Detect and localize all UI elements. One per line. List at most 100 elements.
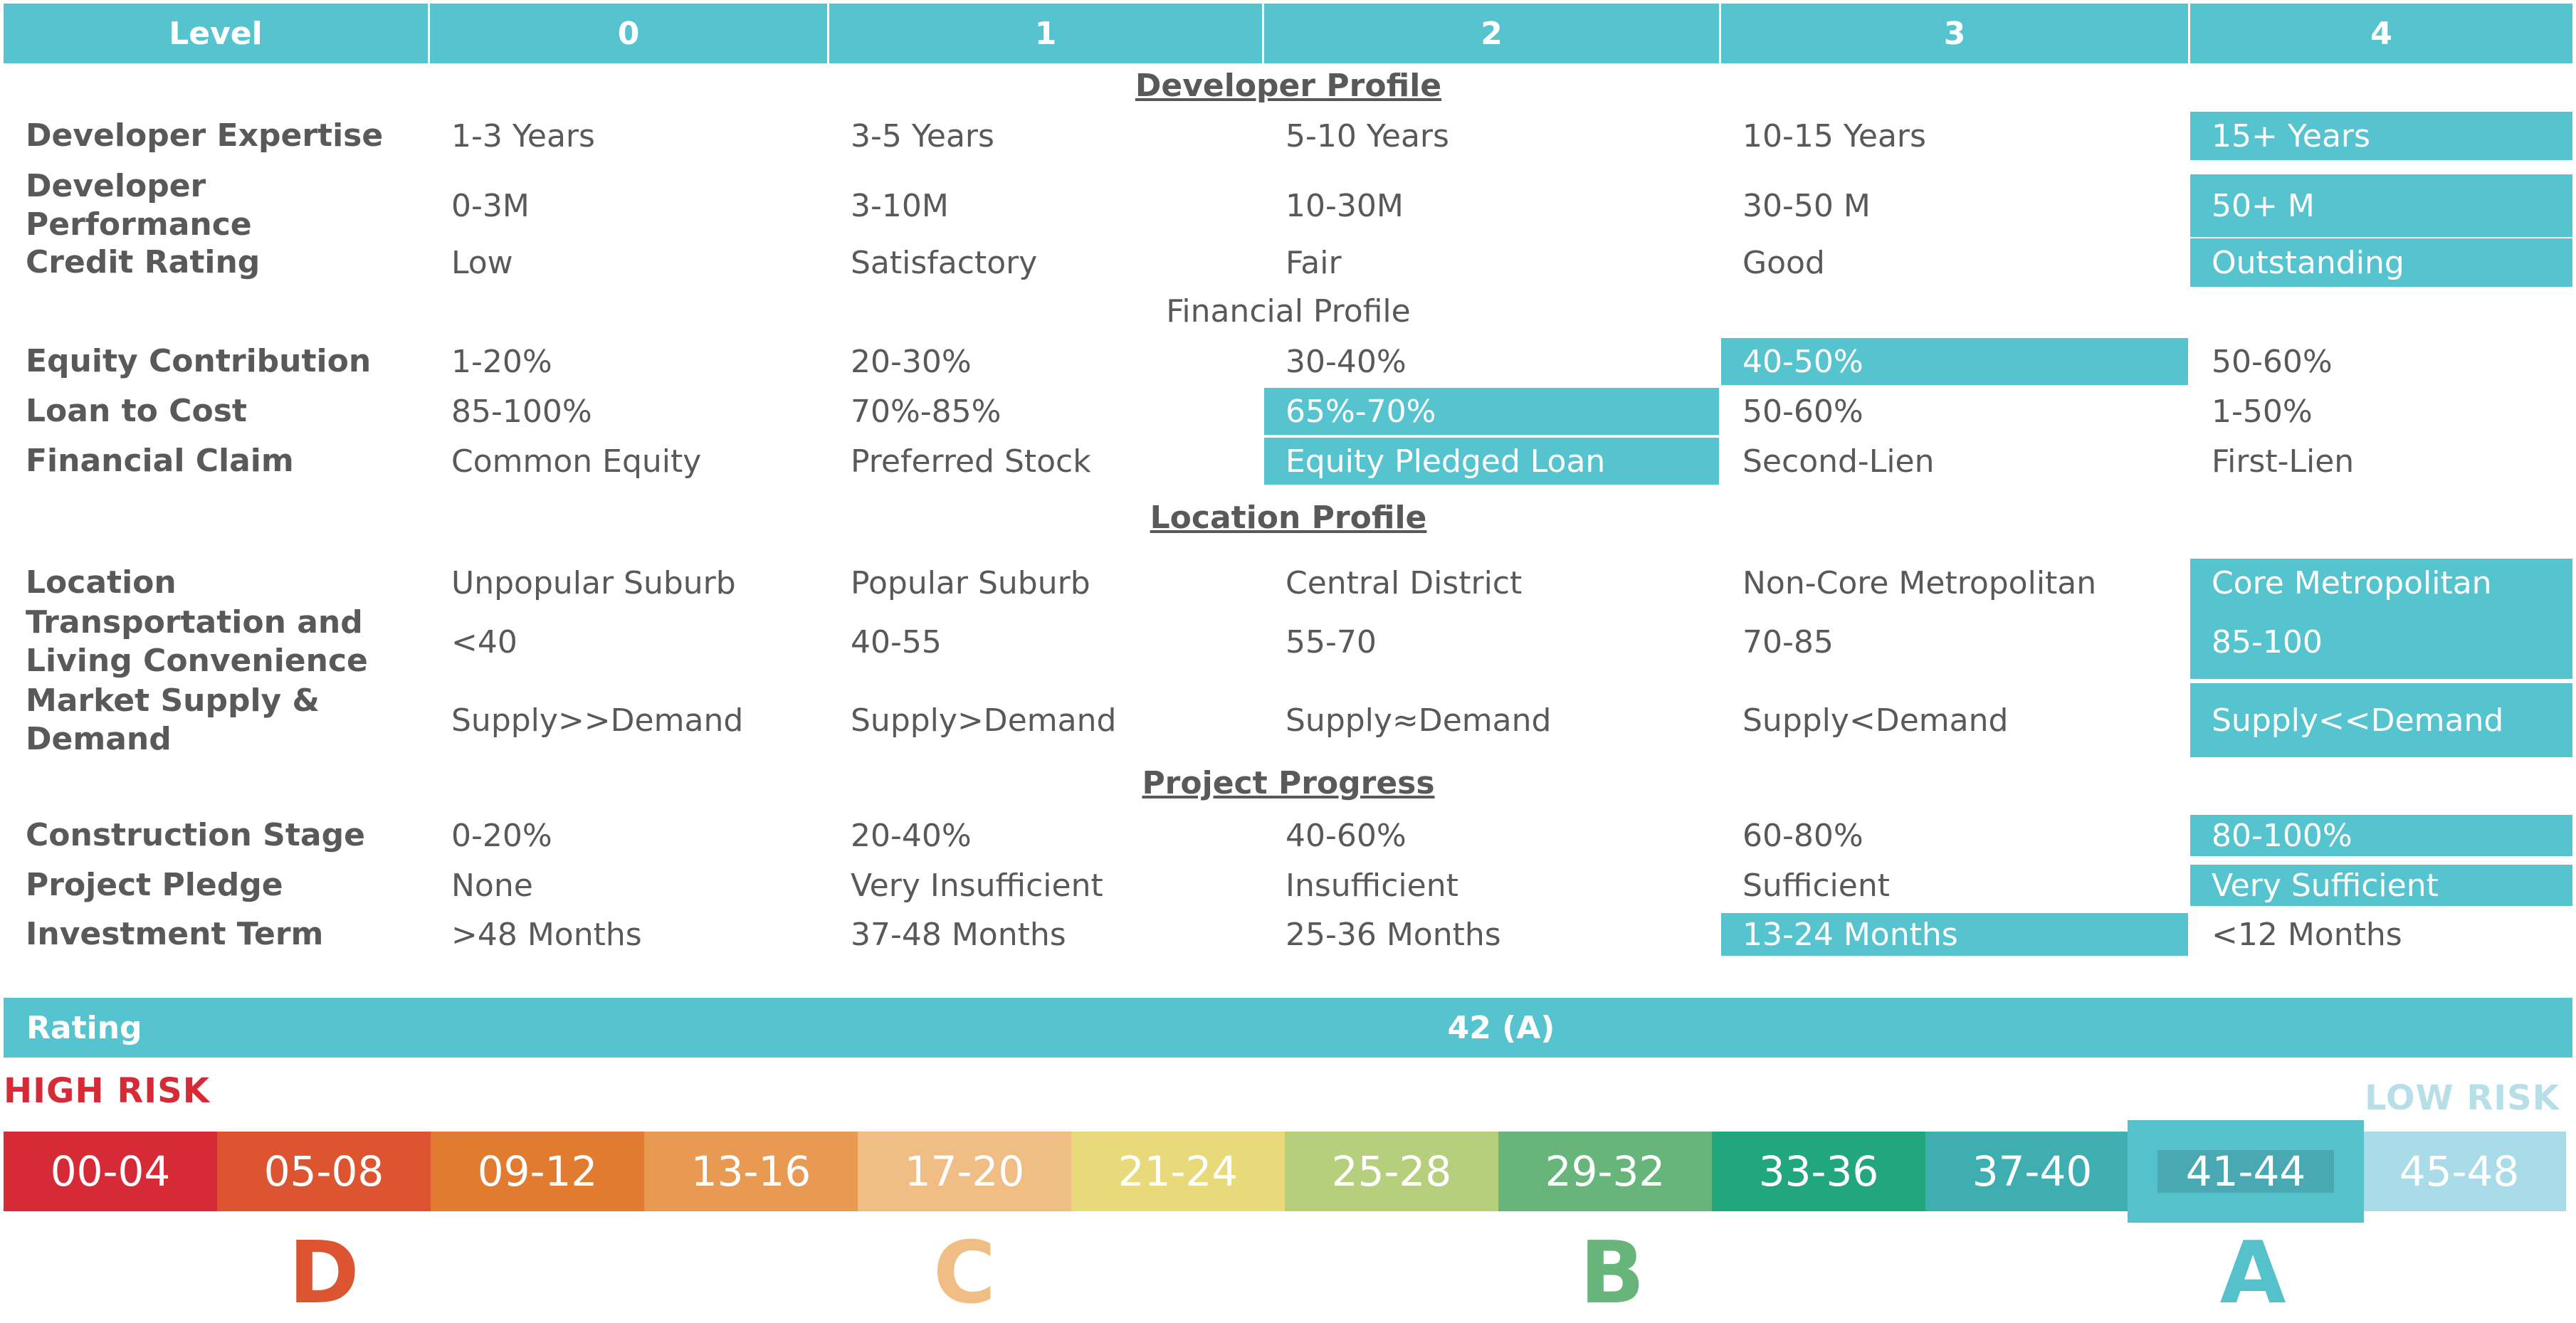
scale-segment: 00-04: [4, 1132, 217, 1211]
table-cell: 70%-85%: [851, 393, 1002, 430]
rating-label: Rating: [26, 1009, 142, 1046]
row-label: Location: [26, 564, 177, 601]
table-cell: 10-30M: [1286, 187, 1404, 224]
table-cell: 55-70: [1286, 623, 1377, 660]
level-0-label: 0: [617, 15, 640, 52]
table-cell: 3-5 Years: [851, 117, 994, 154]
row-label: Credit Rating: [26, 244, 261, 280]
grade-letter: C: [932, 1224, 997, 1323]
selected-cell: 50+ M: [2190, 174, 2572, 237]
table-cell: Popular Suburb: [851, 564, 1090, 601]
table-cell: Non-Core Metropolitan: [1742, 564, 2097, 601]
selected-cell: 80-100%: [2190, 815, 2572, 856]
table-cell: Supply>Demand: [851, 702, 1117, 739]
table-cell: Very Insufficient: [851, 867, 1103, 904]
table-cell: 70-85: [1742, 623, 1834, 660]
table-cell: 40-60%: [1286, 817, 1407, 854]
table-cell: Unpopular Suburb: [451, 564, 736, 601]
table-cell: Insufficient: [1286, 867, 1458, 904]
selected-cell: Core Metropolitan: [2190, 559, 2572, 607]
table-cell: 10-15 Years: [1742, 117, 1926, 154]
table-cell: 0-20%: [451, 817, 552, 854]
table-cell: 50-60%: [2212, 343, 2333, 380]
row-label: Financial Claim: [26, 443, 294, 479]
table-cell: 37-48 Months: [851, 916, 1066, 953]
table-cell: Satisfactory: [851, 244, 1038, 281]
selected-cell: 85-100: [2190, 605, 2572, 679]
scale-segment: 09-12: [431, 1132, 644, 1211]
table-cell: Supply>>Demand: [451, 702, 744, 739]
table-cell: >48 Months: [451, 916, 642, 953]
table-cell: 60-80%: [1742, 817, 1863, 854]
table-cell: None: [451, 867, 533, 904]
table-cell: Low: [451, 244, 513, 281]
table-cell: Sufficient: [1742, 867, 1890, 904]
table-cell: 20-40%: [851, 817, 972, 854]
level-header-label: Level: [169, 15, 263, 52]
table-cell: 1-3 Years: [451, 117, 595, 154]
table-cell: 40-55: [851, 623, 942, 660]
high-risk-label: HIGH RISK: [4, 1071, 210, 1111]
table-cell: 25-36 Months: [1286, 916, 1501, 953]
section-project-progress: Project Progress: [1142, 765, 1435, 801]
table-cell: 1-20%: [451, 343, 552, 380]
selected-cell: Very Sufficient: [2190, 865, 2572, 906]
section-financial-profile: Financial Profile: [1166, 293, 1411, 330]
grade-letter: B: [1579, 1224, 1645, 1323]
level-2-header: 2: [1264, 4, 1719, 63]
table-cell: Fair: [1286, 244, 1342, 281]
row-label: Transportation and Living Convenience: [26, 604, 368, 679]
table-cell: 5-10 Years: [1286, 117, 1449, 154]
level-1-header: 1: [829, 4, 1262, 63]
selected-cell: 15+ Years: [2190, 112, 2572, 160]
row-label: Project Pledge: [26, 867, 283, 903]
row-label: Loan to Cost: [26, 393, 247, 429]
rating-value: 42 (A): [1447, 1009, 1555, 1046]
level-3-header: 3: [1721, 4, 2188, 63]
row-label: Construction Stage: [26, 817, 365, 853]
table-cell: Supply<Demand: [1742, 702, 2009, 739]
table-cell: Central District: [1286, 564, 1523, 601]
table-cell: 20-30%: [851, 343, 972, 380]
scale-segment: 17-20: [858, 1132, 1071, 1211]
scale-segment: 41-44: [2128, 1120, 2364, 1223]
row-label: Market Supply & Demand: [26, 682, 320, 757]
selected-cell: Outstanding: [2190, 238, 2572, 287]
row-label: Equity Contribution: [26, 343, 372, 379]
row-label: Developer Expertise: [26, 117, 384, 154]
selected-cell: 13-24 Months: [1721, 913, 2188, 956]
scale-segment: 05-08: [217, 1132, 431, 1211]
selected-cell: 65%-70%: [1264, 388, 1719, 435]
scale-segment: 13-16: [644, 1132, 858, 1211]
table-cell: 30-50 M: [1742, 187, 1871, 224]
level-2-label: 2: [1481, 15, 1503, 52]
table-cell: Supply≈Demand: [1286, 702, 1552, 739]
level-1-label: 1: [1034, 15, 1057, 52]
row-label: Developer Performance: [26, 168, 252, 243]
table-cell: <12 Months: [2212, 916, 2402, 953]
table-cell: Preferred Stock: [851, 443, 1091, 480]
table-cell: 85-100%: [451, 393, 592, 430]
scale-segment: 37-40: [1925, 1132, 2139, 1211]
grade-letter: A: [2219, 1224, 2286, 1323]
low-risk-label: LOW RISK: [2365, 1078, 2560, 1118]
scale-segment: 33-36: [1712, 1132, 1925, 1211]
section-location-profile: Location Profile: [1150, 500, 1427, 536]
rating-label-cell: Rating: [4, 998, 451, 1058]
table-cell: 3-10M: [851, 187, 949, 224]
table-cell: Second-Lien: [1742, 443, 1935, 480]
table-cell: Good: [1742, 244, 1825, 281]
selected-cell: 40-50%: [1721, 338, 2188, 385]
scale-segment: 21-24: [1071, 1132, 1285, 1211]
level-4-label: 4: [2370, 15, 2392, 52]
level-0-header: 0: [430, 4, 827, 63]
scale-segment: 25-28: [1285, 1132, 1498, 1211]
section-developer-profile: Developer Profile: [1135, 68, 1442, 104]
table-cell: 50-60%: [1742, 393, 1863, 430]
scale-segment: 29-32: [1498, 1132, 1712, 1211]
selected-cell: Equity Pledged Loan: [1264, 438, 1719, 485]
table-cell: <40: [451, 623, 517, 660]
scale-segment: 45-48: [2352, 1132, 2566, 1211]
grade-letter: D: [288, 1224, 359, 1323]
table-cell: Common Equity: [451, 443, 702, 480]
